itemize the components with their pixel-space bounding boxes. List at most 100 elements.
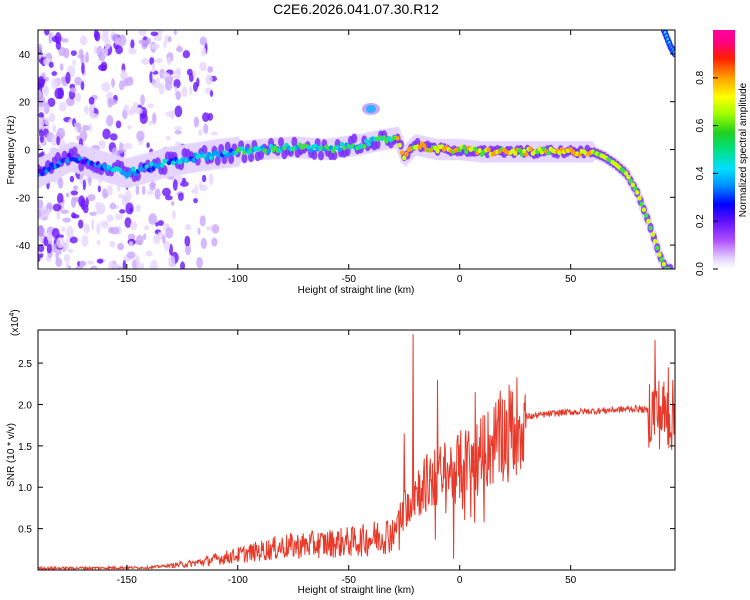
spectrogram-noise-point: [111, 78, 116, 88]
spectrogram-noise-point: [95, 201, 101, 210]
spectrogram-noise-point: [40, 206, 47, 212]
spectrogram-noise-point: [135, 185, 140, 196]
spectrogram-noise-point: [162, 187, 171, 197]
spectrogram-noise-point: [96, 239, 101, 246]
spectrogram-noise-point: [56, 136, 61, 146]
spectrogram-noise-point: [189, 86, 193, 96]
spectrogram-ridge-point: [517, 147, 522, 153]
spectrogram-noise-point: [85, 51, 89, 63]
spectrogram-noise-point: [78, 219, 84, 229]
spectrogram-noise-point: [181, 177, 187, 183]
spectrogram-noise-point: [144, 225, 150, 231]
spectrogram-noise-point: [193, 197, 198, 204]
spectrogram-noise-point: [119, 209, 126, 214]
spectrogram-noise-point: [77, 122, 82, 133]
spectrogram-noise-point: [123, 104, 130, 112]
spectrogram-noise-point: [184, 235, 191, 247]
spectrogram-noise-point: [74, 76, 82, 86]
spectrogram-noise-point: [175, 90, 181, 101]
spectrogram-noise-point: [130, 39, 135, 49]
spectrogram-noise-point: [163, 240, 171, 252]
spectrogram-noise-point: [38, 253, 41, 263]
spectrogram-noise-point: [199, 180, 203, 191]
spectrogram-noise-point: [118, 80, 125, 91]
spectrogram-noise-point: [104, 192, 109, 198]
spectrogram-noise-point: [70, 87, 77, 93]
spectrogram-noise-point: [48, 32, 53, 44]
spectrogram-noise-point: [127, 125, 132, 130]
colorbar-gradient: [713, 30, 735, 269]
spectrogram-noise-point: [125, 202, 134, 215]
spectrogram-noise-point: [58, 248, 62, 255]
spectrogram-noise-point: [143, 233, 147, 241]
spectrogram-ridge-point: [477, 148, 482, 153]
spectrogram-noise-point: [154, 188, 161, 200]
spectrogram-ridge-point: [646, 218, 651, 224]
spectrogram-noise-point: [135, 254, 140, 265]
colorbar: 0.0 0.2 0.4 0.6 0.8 Normalized spectral ampl…: [695, 30, 749, 276]
spectrogram-panel: -150 -100 -50 0 50 -40 -20 0 20 40 Height of stra…: [6, 29, 676, 296]
spectrogram-noise-point: [141, 185, 146, 196]
spectrogram-band-point: [291, 136, 298, 147]
spectrogram-noise-point: [174, 105, 183, 118]
spectrogram-x-tick-label: -100: [228, 274, 248, 285]
spectrogram-noise-point: [77, 53, 85, 59]
spectrogram-ridge-point: [635, 190, 640, 195]
spectrogram-noise-point: [55, 257, 63, 268]
spectrogram-noise-point: [109, 202, 116, 210]
spectrogram-noise-point: [87, 194, 96, 202]
spectrogram-y-axis-label: Frequency (Hz): [6, 116, 17, 185]
spectrogram-ridge-point: [246, 150, 252, 156]
spectrogram-noise-point: [141, 57, 150, 65]
spectrogram-band-point: [214, 155, 221, 166]
spectrogram-noise-point: [38, 76, 45, 89]
spectrogram-noise-point: [38, 226, 46, 237]
spectrogram-noise-point: [111, 263, 120, 269]
spectrogram-noise-point: [136, 130, 145, 142]
spectrogram-noise-point: [52, 124, 57, 133]
spectrogram-noise-point: [198, 128, 203, 136]
spectrogram-noise-point: [79, 260, 85, 269]
colorbar-tick-label: 0.6: [695, 118, 706, 132]
spectrogram-noise-point: [150, 31, 159, 36]
snr-line: [38, 334, 675, 570]
spectrogram-noise-point: [193, 116, 200, 128]
spectrogram-noise-point: [88, 123, 93, 132]
spectrogram-x-axis-label: Height of straight line (km): [298, 285, 415, 296]
spectrogram-noise-point: [200, 47, 207, 57]
spectrogram-noise-point: [139, 112, 148, 125]
spectrogram-noise-point: [171, 210, 176, 220]
spectrogram-noise-point: [88, 96, 95, 105]
colorbar-ticks: 0.0 0.2 0.4 0.6 0.8: [695, 70, 718, 276]
spectrogram-ridge-point: [630, 182, 636, 188]
spectrogram-noise-point: [205, 74, 213, 85]
spectrogram-noise-point: [210, 131, 218, 136]
spectrogram-ridge-point: [643, 213, 649, 218]
spectrogram-y-tick-label: 40: [19, 50, 31, 61]
spectrogram-noise-point: [48, 61, 54, 68]
spectrogram-ridge-point: [206, 151, 212, 157]
spectrogram-noise-point: [124, 217, 132, 229]
spectrogram-noise-point: [75, 92, 81, 103]
spectrogram-ridge-point: [395, 135, 400, 141]
spectrogram-ridge-point: [650, 232, 656, 237]
spectrogram-noise-point: [79, 35, 88, 46]
spectrogram-noise-point: [73, 185, 79, 191]
spectrogram-noise-point: [155, 222, 159, 227]
spectrogram-noise-point: [65, 237, 69, 249]
snr-x-tick-label: -50: [342, 575, 357, 586]
spectrogram-noise-point: [82, 179, 86, 191]
spectrogram-noise-point: [130, 221, 138, 231]
spectrogram-noise-point: [39, 134, 44, 143]
spectrogram-noise-point: [199, 36, 207, 46]
spectrogram-noise-point: [203, 123, 209, 135]
spectrogram-noise-point: [167, 36, 172, 43]
spectrogram-noise-point: [165, 195, 173, 201]
spectrogram-noise-point: [164, 80, 173, 91]
spectrogram-noise-point: [199, 61, 207, 72]
spectrogram-ridge-point: [148, 161, 154, 167]
spectrogram-noise-point: [46, 243, 52, 254]
spectrogram-ridge-point: [632, 186, 638, 192]
spectrogram-ridge-point: [146, 167, 152, 173]
